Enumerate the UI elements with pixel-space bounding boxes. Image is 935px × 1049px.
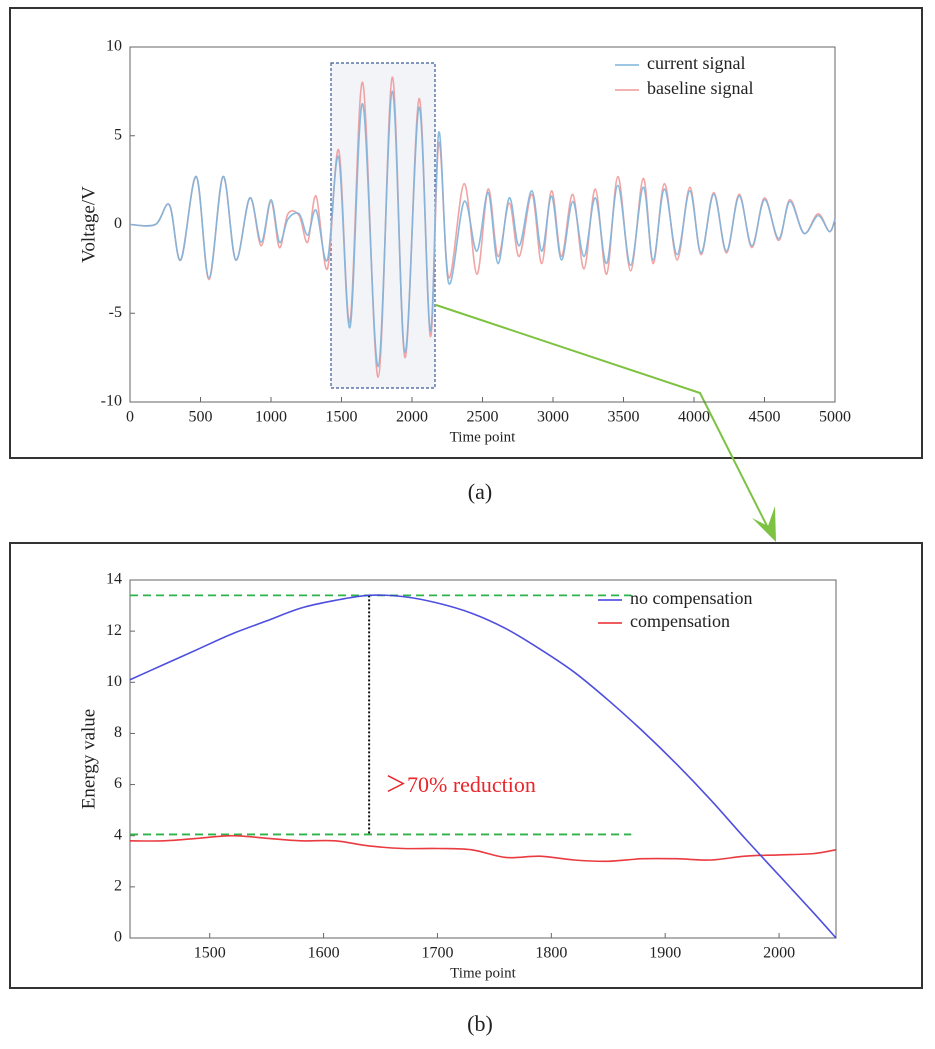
y-tick-label: 12 (106, 622, 122, 639)
y-tick-label: 14 (106, 571, 122, 588)
legend-label: baseline signal (647, 78, 753, 98)
y-tick-label: 4 (114, 826, 122, 843)
x-axis-label: Time point (450, 965, 517, 981)
caption: (b) (467, 1011, 493, 1036)
axes-box (129, 579, 837, 939)
x-tick-label: 500 (189, 409, 213, 426)
x-tick-label: 1500 (326, 409, 358, 426)
y-axis-label: Voltage/V (78, 186, 99, 263)
x-tick-label: 4000 (678, 409, 710, 426)
y-tick-label: 10 (106, 38, 122, 55)
caption: (a) (468, 479, 492, 504)
legend-label: compensation (630, 611, 730, 631)
x-tick-label: 0 (126, 409, 134, 426)
legend-label: current signal (647, 53, 745, 73)
y-tick-label: -10 (101, 393, 122, 410)
series-line (129, 834, 837, 863)
y-tick-label: 0 (114, 929, 122, 946)
x-tick-label: 5000 (819, 409, 851, 426)
annotation: ＞70% reduction (385, 772, 536, 797)
panel-frame (9, 7, 923, 459)
x-tick-label: 3000 (537, 409, 569, 426)
x-tick-label: 1500 (194, 945, 226, 962)
y-tick-label: 10 (106, 673, 122, 690)
y-tick-label: -5 (109, 304, 122, 321)
panel-frame (9, 542, 923, 989)
x-tick-label: 1700 (421, 945, 453, 962)
x-tick-label: 3500 (608, 409, 640, 426)
series-line (129, 90, 836, 368)
y-tick-label: 2 (114, 878, 122, 895)
x-axis-label: Time point (450, 429, 517, 445)
y-tick-label: 6 (114, 775, 122, 792)
x-tick-label: 2000 (763, 945, 795, 962)
zoom-arrow (435, 304, 769, 529)
legend-label: no compensation (630, 588, 752, 608)
y-axis-label: Energy value (78, 709, 99, 809)
x-tick-label: 1600 (308, 945, 340, 962)
y-tick-label: 8 (114, 724, 122, 741)
series-line (129, 594, 837, 939)
y-tick-label: 5 (114, 126, 122, 143)
y-tick-label: 0 (114, 215, 122, 232)
x-tick-label: 2500 (467, 409, 499, 426)
x-tick-label: 2000 (396, 409, 428, 426)
x-tick-label: 1800 (535, 945, 567, 962)
x-tick-label: 1000 (255, 409, 287, 426)
arrow-head (752, 506, 776, 542)
x-tick-label: 4500 (749, 409, 781, 426)
x-tick-label: 1900 (649, 945, 681, 962)
